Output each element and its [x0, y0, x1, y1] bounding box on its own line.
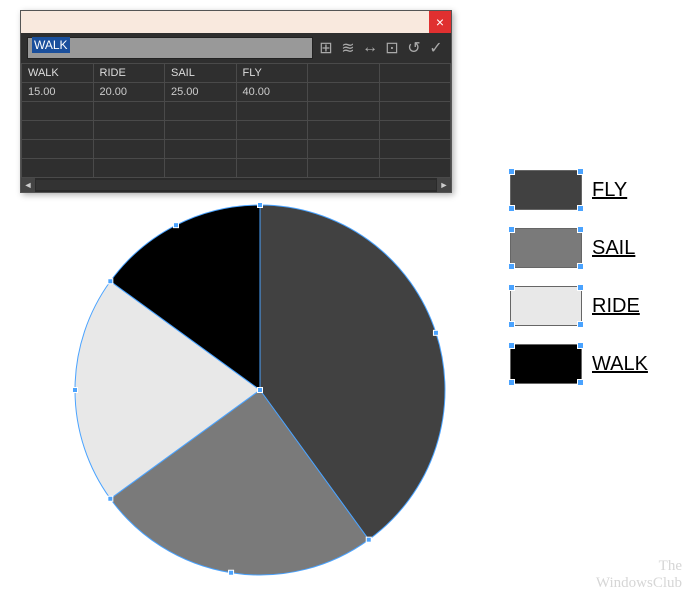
graph-data-panel: × WALK ⊞ ≋ ↔ ⊡ ↺ ✓ WALK RIDE SAIL FLY 15… [20, 10, 452, 193]
table-row [22, 159, 451, 178]
grid-header[interactable]: WALK [22, 64, 94, 83]
grid-cell[interactable] [379, 159, 451, 178]
grid-cell[interactable] [379, 102, 451, 121]
grid-cell[interactable] [379, 140, 451, 159]
grid-cell[interactable] [22, 102, 94, 121]
grid-cell[interactable] [165, 159, 237, 178]
tool-icon-1[interactable]: ≋ [339, 39, 357, 57]
legend-item-walk[interactable]: WALK [510, 344, 680, 384]
tool-icon-5[interactable]: ✓ [427, 39, 445, 57]
selection-anchor[interactable] [229, 570, 234, 575]
legend-label: RIDE [592, 295, 640, 318]
grid-cell[interactable] [308, 83, 380, 102]
grid-cell[interactable] [236, 140, 308, 159]
scroll-right-button[interactable]: ► [437, 178, 451, 192]
grid-cell[interactable] [22, 140, 94, 159]
watermark: The WindowsClub [596, 558, 682, 591]
grid-cell[interactable]: 20.00 [93, 83, 165, 102]
cell-edit-value: WALK [32, 37, 70, 53]
table-row [22, 140, 451, 159]
selection-anchor[interactable] [258, 203, 263, 208]
panel-edit-row: WALK ⊞ ≋ ↔ ⊡ ↺ ✓ [21, 33, 451, 63]
legend-swatch[interactable] [510, 344, 582, 384]
legend-swatch[interactable] [510, 228, 582, 268]
selection-anchor[interactable] [108, 279, 113, 284]
grid-header[interactable]: SAIL [165, 64, 237, 83]
legend-item-fly[interactable]: FLY [510, 170, 680, 210]
grid-cell[interactable] [236, 121, 308, 140]
selection-anchor[interactable] [258, 388, 263, 393]
selection-anchor[interactable] [73, 388, 78, 393]
cell-edit-input[interactable]: WALK [27, 37, 313, 59]
grid-cell[interactable] [379, 83, 451, 102]
table-row [22, 102, 451, 121]
data-grid[interactable]: WALK RIDE SAIL FLY 15.0020.0025.0040.00 [21, 63, 451, 178]
grid-cell[interactable] [308, 102, 380, 121]
selection-anchor[interactable] [174, 223, 179, 228]
grid-header[interactable] [308, 64, 380, 83]
grid-cell[interactable] [165, 140, 237, 159]
grid-cell[interactable] [22, 159, 94, 178]
grid-cell[interactable] [93, 140, 165, 159]
watermark-line1: The [596, 558, 682, 575]
tool-icon-3[interactable]: ⊡ [383, 39, 401, 57]
tool-icon-2[interactable]: ↔ [361, 39, 379, 57]
grid-cell[interactable] [93, 159, 165, 178]
panel-titlebar[interactable]: × [21, 11, 451, 33]
legend-label: FLY [592, 179, 627, 202]
grid-header-row: WALK RIDE SAIL FLY [22, 64, 451, 83]
legend-item-sail[interactable]: SAIL [510, 228, 680, 268]
grid-cell[interactable] [22, 121, 94, 140]
legend: FLY SAIL RIDE WALK [510, 170, 680, 402]
watermark-line2: WindowsClub [596, 575, 682, 592]
grid-cell[interactable] [308, 140, 380, 159]
grid-cell[interactable] [236, 159, 308, 178]
grid-cell[interactable]: 25.00 [165, 83, 237, 102]
selection-anchor[interactable] [433, 330, 438, 335]
close-button[interactable]: × [429, 11, 451, 33]
legend-swatch[interactable] [510, 286, 582, 326]
legend-label: SAIL [592, 237, 635, 260]
grid-cell[interactable] [93, 121, 165, 140]
grid-header[interactable]: FLY [236, 64, 308, 83]
grid-cell[interactable] [93, 102, 165, 121]
grid-cell[interactable] [308, 121, 380, 140]
grid-header[interactable] [379, 64, 451, 83]
grid-cell[interactable] [308, 159, 380, 178]
grid-cell[interactable]: 15.00 [22, 83, 94, 102]
scroll-track[interactable] [36, 180, 436, 190]
legend-item-ride[interactable]: RIDE [510, 286, 680, 326]
table-row [22, 121, 451, 140]
horizontal-scrollbar[interactable]: ◄ ► [21, 178, 451, 192]
legend-swatch[interactable] [510, 170, 582, 210]
grid-cell[interactable] [379, 121, 451, 140]
grid-cell[interactable] [165, 102, 237, 121]
grid-cell[interactable]: 40.00 [236, 83, 308, 102]
pie-chart[interactable] [70, 200, 450, 580]
table-row: 15.0020.0025.0040.00 [22, 83, 451, 102]
legend-label: WALK [592, 353, 648, 376]
grid-cell[interactable] [236, 102, 308, 121]
scroll-left-button[interactable]: ◄ [21, 178, 35, 192]
selection-anchor[interactable] [366, 537, 371, 542]
tool-icon-4[interactable]: ↺ [405, 39, 423, 57]
grid-cell[interactable] [165, 121, 237, 140]
tool-icon-0[interactable]: ⊞ [317, 39, 335, 57]
selection-anchor[interactable] [108, 496, 113, 501]
grid-header[interactable]: RIDE [93, 64, 165, 83]
